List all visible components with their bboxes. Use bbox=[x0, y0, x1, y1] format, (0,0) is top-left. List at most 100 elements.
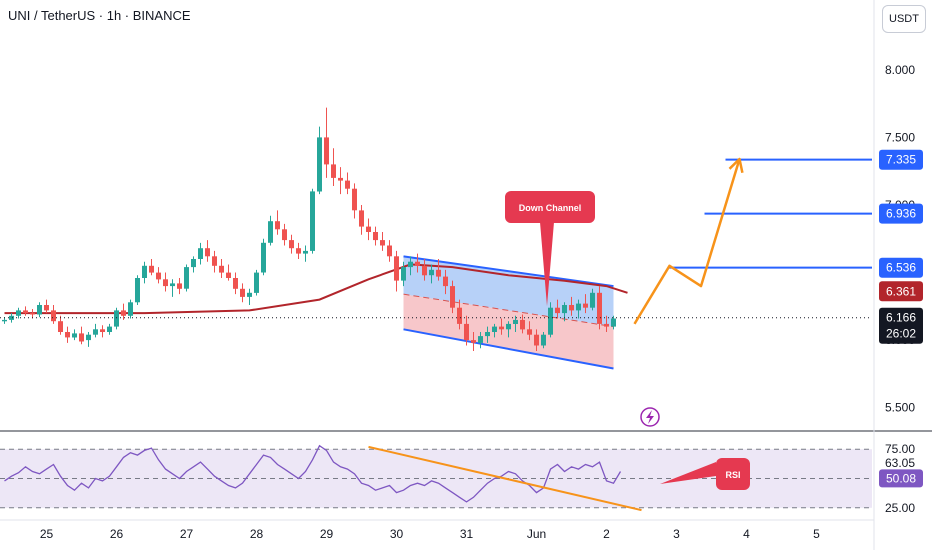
candle bbox=[163, 272, 168, 292]
candle-body bbox=[471, 340, 476, 343]
candle bbox=[9, 313, 14, 323]
candle-body bbox=[576, 303, 581, 311]
rsi-value-tag-box bbox=[879, 469, 923, 488]
candle bbox=[30, 309, 35, 319]
candle-body bbox=[93, 329, 98, 335]
lightning-icon-bolt bbox=[646, 410, 654, 424]
rsi-value-tag: 50.08 bbox=[879, 469, 923, 488]
candle bbox=[415, 253, 420, 273]
candle bbox=[338, 167, 343, 195]
candle bbox=[149, 259, 154, 276]
candle bbox=[604, 315, 609, 333]
candle bbox=[107, 323, 112, 335]
symbol-title[interactable]: UNI / TetherUS · 1h · BINANCE bbox=[8, 8, 191, 23]
candle-body bbox=[289, 240, 294, 249]
candle bbox=[219, 259, 224, 278]
candle bbox=[226, 264, 231, 281]
price-tag-label: 6.936 bbox=[886, 207, 916, 221]
candle bbox=[44, 299, 49, 314]
candle bbox=[93, 323, 98, 338]
candle bbox=[527, 321, 532, 341]
time-tick-label: 4 bbox=[743, 527, 750, 541]
candle-body bbox=[2, 319, 7, 322]
candle bbox=[254, 269, 259, 296]
candle-body bbox=[394, 256, 399, 281]
candle-body bbox=[492, 326, 497, 332]
candle bbox=[212, 250, 217, 273]
time-tick-label: 25 bbox=[40, 527, 54, 541]
lightning-icon bbox=[640, 407, 660, 427]
candle-body bbox=[191, 259, 196, 268]
candle-body bbox=[331, 164, 336, 178]
candle-body bbox=[170, 283, 175, 287]
candle-body bbox=[555, 307, 560, 314]
candle bbox=[303, 245, 308, 262]
candle-body bbox=[16, 310, 21, 316]
candle bbox=[464, 315, 469, 346]
candle bbox=[289, 234, 294, 254]
candle-body bbox=[513, 319, 518, 324]
candle bbox=[576, 299, 581, 319]
candle bbox=[247, 288, 252, 305]
rsi-tick-label: 25.00 bbox=[885, 501, 915, 515]
candle bbox=[506, 321, 511, 338]
price-tag-box bbox=[879, 281, 923, 302]
candle bbox=[275, 210, 280, 235]
candle-body bbox=[534, 334, 539, 346]
candle-body bbox=[590, 292, 595, 308]
candle bbox=[268, 215, 273, 246]
candle bbox=[65, 326, 70, 343]
candle-body bbox=[219, 265, 224, 273]
time-tick-label: 26 bbox=[110, 527, 124, 541]
rsi-pane: RSI bbox=[0, 444, 872, 512]
candle bbox=[422, 259, 427, 281]
candle-body bbox=[520, 319, 525, 330]
price-tag-box bbox=[879, 203, 923, 224]
last-price-value: 6.166 bbox=[886, 311, 916, 325]
candle-body bbox=[23, 310, 28, 314]
candle bbox=[429, 264, 434, 284]
callout-label: Down Channel bbox=[519, 203, 582, 213]
candle bbox=[23, 306, 28, 316]
candle-body bbox=[135, 278, 140, 303]
candle-body bbox=[611, 318, 616, 327]
candle bbox=[499, 318, 504, 335]
price-tag: 7.335 bbox=[879, 149, 923, 170]
candle bbox=[240, 283, 245, 303]
rsi-callout-pointer bbox=[660, 462, 716, 484]
candle-body bbox=[149, 265, 154, 273]
candle-body bbox=[562, 305, 567, 314]
candle-body bbox=[233, 278, 238, 289]
candle bbox=[317, 126, 322, 195]
time-axis: 25 26 27 28 29 30 31 Jun 2 3 4 5 bbox=[40, 527, 820, 541]
candle-body bbox=[177, 283, 182, 289]
candle-body bbox=[268, 221, 273, 243]
candle-body bbox=[184, 267, 189, 289]
candle-body bbox=[429, 269, 434, 276]
candle bbox=[135, 275, 140, 305]
price-tags: 7.335 6.936 6.536 6.361 6.166 26:02 50.08 bbox=[879, 149, 923, 488]
rsi-callout-label: RSI bbox=[725, 470, 740, 480]
candle bbox=[478, 332, 483, 349]
candle bbox=[282, 223, 287, 246]
candle bbox=[205, 240, 210, 262]
candle-body bbox=[303, 250, 308, 254]
candle bbox=[310, 188, 315, 254]
candle-body bbox=[163, 279, 168, 287]
candle-body bbox=[478, 336, 483, 343]
candle-body bbox=[366, 226, 371, 232]
currency-button[interactable]: USDT bbox=[882, 5, 926, 33]
candle-body bbox=[44, 305, 49, 311]
candle bbox=[394, 250, 399, 292]
candle bbox=[2, 317, 7, 324]
price-tag-box bbox=[879, 149, 923, 170]
candle-body bbox=[338, 177, 343, 181]
candle bbox=[86, 332, 91, 347]
candle bbox=[37, 302, 42, 318]
candle bbox=[548, 302, 553, 338]
candle bbox=[520, 314, 525, 334]
candle bbox=[51, 304, 56, 324]
rsi-value-label: 50.08 bbox=[886, 471, 916, 485]
candle-body bbox=[485, 332, 490, 337]
